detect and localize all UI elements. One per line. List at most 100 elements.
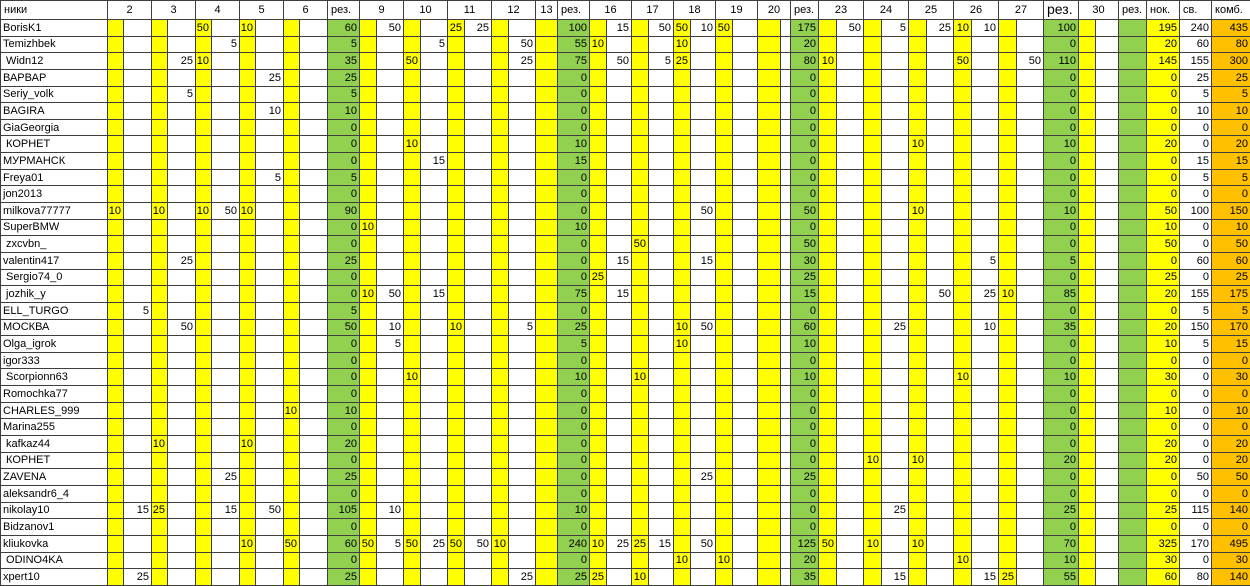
day-cell-16-nok[interactable] (589, 68, 608, 87)
day-cell-16-nok[interactable] (589, 418, 608, 437)
day-cell-19-sv[interactable] (732, 418, 759, 437)
day-cell-9-sv[interactable] (376, 368, 404, 387)
rez-cell-5[interactable] (1118, 518, 1148, 536)
day-cell-6-nok[interactable] (283, 551, 300, 570)
day-cell-10-nok[interactable] (403, 551, 421, 570)
day-cell-23-sv[interactable] (836, 35, 865, 54)
day-cell-18-sv[interactable]: 25 (690, 468, 717, 486)
day-cell-16-nok[interactable] (589, 185, 608, 204)
day-cell-6-nok[interactable] (283, 301, 300, 320)
rez-cell-3[interactable]: 0 (790, 118, 820, 137)
day-cell-2-nok[interactable] (107, 418, 124, 437)
day-cell-24-sv[interactable] (881, 285, 910, 303)
day-cell-3-nok[interactable]: 10 (151, 202, 168, 220)
day-cell-30-nok[interactable] (1078, 551, 1097, 570)
day-cell-11-nok[interactable] (447, 451, 465, 470)
rez-cell-1[interactable]: 0 (327, 518, 360, 536)
rez-cell-5[interactable] (1118, 19, 1148, 37)
day-cell-11-nok[interactable] (447, 152, 465, 170)
komb-total-cell[interactable]: 25 (1211, 268, 1250, 287)
day-cell-3-sv[interactable] (167, 218, 196, 237)
day-cell-17-sv[interactable] (648, 185, 675, 204)
day-cell-24-sv[interactable] (881, 418, 910, 437)
day-cell-12-sv[interactable] (508, 484, 537, 503)
rez-cell-1[interactable]: 50 (327, 318, 360, 337)
day-cell-18-sv[interactable] (690, 102, 717, 120)
day-cell-19-nok[interactable] (715, 435, 734, 453)
day-cell-9-sv[interactable] (376, 301, 404, 320)
day-cell-27-nok[interactable] (998, 351, 1018, 370)
sv-total-cell[interactable]: 5 (1179, 168, 1213, 187)
rez-cell-4[interactable]: 35 (1043, 318, 1080, 337)
day-cell-5-nok[interactable] (239, 268, 256, 287)
day-cell-10-sv[interactable] (420, 202, 448, 220)
day-cell-18-nok[interactable]: 10 (673, 35, 692, 54)
col-header-day-30[interactable]: 30 (1078, 0, 1120, 20)
day-cell-20-nok[interactable] (757, 435, 782, 453)
day-cell-30-nok[interactable] (1078, 301, 1097, 320)
day-cell-16-sv[interactable] (606, 335, 633, 353)
day-cell-2-nok[interactable] (107, 68, 124, 87)
rez-cell-4[interactable]: 0 (1043, 268, 1080, 287)
player-name[interactable]: Widn12 (0, 52, 108, 70)
day-cell-23-sv[interactable] (836, 368, 865, 387)
day-cell-20-sv[interactable] (780, 484, 792, 503)
day-cell-16-sv[interactable] (606, 102, 633, 120)
day-cell-12-nok[interactable] (491, 551, 510, 570)
day-cell-6-nok[interactable] (283, 484, 300, 503)
day-cell-18-sv[interactable] (690, 484, 717, 503)
day-cell-16-sv[interactable] (606, 385, 633, 403)
rez-cell-3[interactable]: 20 (790, 35, 820, 54)
day-cell-3-sv[interactable] (167, 468, 196, 486)
rez-cell-1[interactable]: 105 (327, 501, 360, 520)
day-cell-13-nok[interactable] (535, 102, 559, 120)
day-cell-24-nok[interactable] (863, 185, 883, 204)
day-cell-18-nok[interactable] (673, 568, 692, 586)
day-cell-23-sv[interactable] (836, 351, 865, 370)
day-cell-20-sv[interactable] (780, 102, 792, 120)
nok-total-cell[interactable]: 10 (1146, 218, 1181, 237)
day-cell-6-sv[interactable] (299, 202, 328, 220)
day-cell-10-sv[interactable] (420, 568, 448, 586)
day-cell-30-sv[interactable] (1095, 235, 1120, 253)
day-cell-4-sv[interactable] (211, 168, 240, 187)
day-cell-18-sv[interactable] (690, 435, 717, 453)
day-cell-19-nok[interactable] (715, 534, 734, 553)
day-cell-26-nok[interactable] (953, 102, 973, 120)
col-header-rez-4[interactable]: рез. (1043, 0, 1080, 20)
day-cell-24-sv[interactable]: 5 (881, 19, 910, 37)
day-cell-12-sv[interactable] (508, 451, 537, 470)
day-cell-30-sv[interactable] (1095, 68, 1120, 87)
day-cell-5-nok[interactable] (239, 52, 256, 70)
day-cell-26-sv[interactable] (971, 268, 1000, 287)
day-cell-25-sv[interactable] (926, 534, 955, 553)
day-cell-5-sv[interactable] (255, 568, 284, 586)
day-cell-23-sv[interactable] (836, 102, 865, 120)
rez-cell-4[interactable]: 70 (1043, 534, 1080, 553)
day-cell-30-nok[interactable] (1078, 235, 1097, 253)
day-cell-26-sv[interactable]: 5 (971, 251, 1000, 270)
rez-cell-4[interactable]: 0 (1043, 351, 1080, 370)
day-cell-12-sv[interactable]: 50 (508, 35, 537, 54)
day-cell-20-nok[interactable] (757, 301, 782, 320)
day-cell-11-nok[interactable] (447, 401, 465, 420)
day-cell-25-sv[interactable] (926, 568, 955, 586)
day-cell-20-sv[interactable] (780, 335, 792, 353)
day-cell-3-nok[interactable] (151, 52, 168, 70)
day-cell-6-nok[interactable] (283, 501, 300, 520)
day-cell-23-sv[interactable] (836, 468, 865, 486)
day-cell-26-sv[interactable] (971, 435, 1000, 453)
day-cell-6-sv[interactable] (299, 551, 328, 570)
day-cell-25-nok[interactable] (908, 435, 928, 453)
day-cell-5-nok[interactable] (239, 118, 256, 137)
player-name[interactable]: Freya01 (0, 168, 108, 187)
day-cell-25-nok[interactable]: 10 (908, 135, 928, 154)
day-cell-17-sv[interactable] (648, 518, 675, 536)
day-cell-3-nok[interactable] (151, 301, 168, 320)
rez-cell-3[interactable]: 0 (790, 152, 820, 170)
day-cell-27-nok[interactable] (998, 534, 1018, 553)
day-cell-3-nok[interactable] (151, 285, 168, 303)
day-cell-3-sv[interactable] (167, 385, 196, 403)
day-cell-18-sv[interactable] (690, 135, 717, 154)
day-cell-11-sv[interactable] (463, 401, 493, 420)
